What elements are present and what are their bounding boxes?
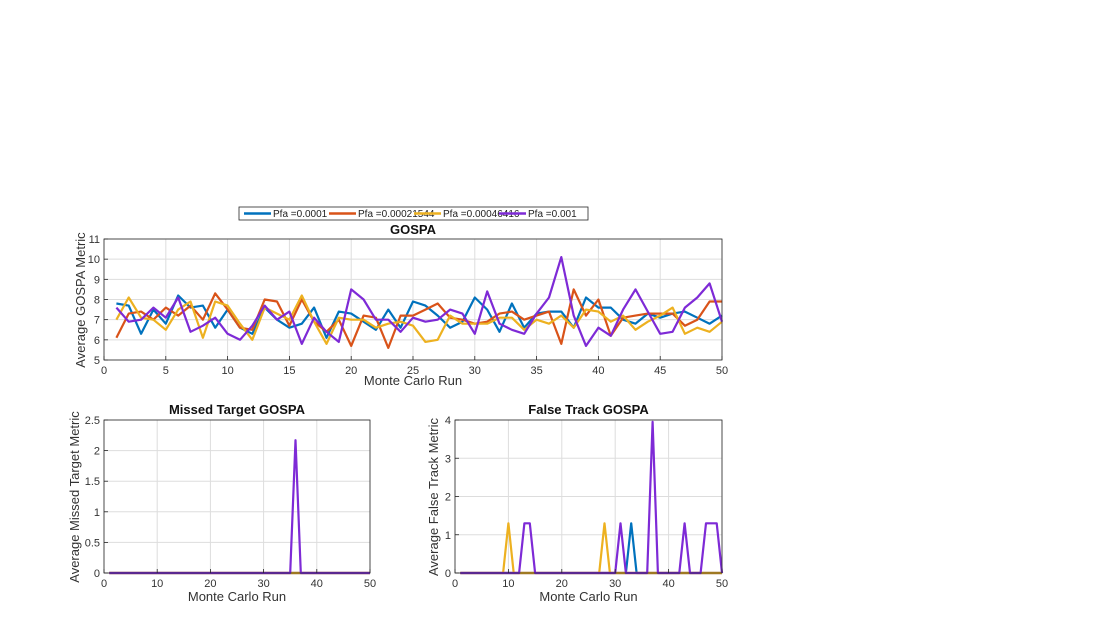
y-tick-label: 0 (94, 568, 100, 580)
chart-title: False Track GOSPA (528, 402, 649, 417)
legend: Pfa =0.0001 Pfa =0.00021544 Pfa =0.0004641… (238, 206, 589, 221)
x-tick-label: 10 (151, 578, 163, 590)
x-tick-label: 25 (407, 365, 419, 377)
x-axis-label: Monte Carlo Run (188, 589, 286, 604)
x-tick-label: 0 (101, 365, 107, 377)
x-tick-label: 50 (716, 365, 728, 377)
y-tick-label: 11 (89, 234, 100, 246)
series-line-2 (115, 288, 722, 349)
y-axis-label: Average GOSPA Metric (73, 232, 88, 368)
y-tick-label: 8 (94, 295, 100, 307)
legend-label: Pfa =0.00021544 (358, 209, 435, 220)
x-tick-label: 10 (502, 578, 514, 590)
legend-label: Pfa =0.001 (528, 209, 577, 220)
x-tick-label: 20 (556, 578, 568, 590)
chart-title: Missed Target GOSPA (169, 402, 306, 417)
y-tick-label: 0.5 (85, 537, 100, 549)
x-tick-label: 10 (221, 365, 233, 377)
chart-gospa: 0 5 10 15 20 25 30 35 40 45 50567891011GOSPAMonte … (73, 222, 728, 388)
y-tick-label: 7 (94, 315, 100, 327)
plot-area (104, 420, 370, 573)
y-axis-label: Average False Track Metric (426, 418, 441, 576)
x-axis-label: Monte Carlo Run (364, 373, 462, 388)
y-tick-label: 0 (445, 568, 451, 580)
y-tick-label: 5 (94, 355, 100, 367)
x-tick-label: 40 (662, 578, 674, 590)
x-tick-label: 0 (101, 578, 107, 590)
x-tick-label: 35 (530, 365, 542, 377)
legend-label: Pfa =0.00046416 (443, 209, 520, 220)
series-line-3 (115, 294, 723, 345)
x-tick-label: 40 (592, 365, 604, 377)
x-tick-label: 50 (364, 578, 376, 590)
y-tick-label: 9 (94, 274, 100, 286)
y-tick-label: 2 (445, 492, 451, 504)
x-tick-label: 15 (283, 365, 295, 377)
chart-false: 0 10 20 30 40 50 0 1 2 3 4 False Track GOSPA Monte C… (426, 402, 728, 604)
chart-missed: 0 10 20 30 40 50 0 0.5 1 1.5 2 2.5 Missed Target GOS… (67, 402, 376, 604)
y-tick-label: 1 (94, 507, 100, 519)
series-line-4 (115, 256, 724, 347)
y-tick-label: 2.5 (85, 415, 100, 427)
legend-label: Pfa =0.0001 (273, 209, 328, 220)
x-axis-label: Monte Carlo Run (539, 589, 637, 604)
x-tick-label: 20 (204, 578, 216, 590)
x-tick-label: 5 (163, 365, 169, 377)
y-tick-label: 6 (94, 335, 100, 347)
chart-title: GOSPA (390, 222, 437, 237)
x-tick-label: 30 (609, 578, 621, 590)
y-tick-label: 1.5 (85, 476, 100, 488)
x-tick-label: 45 (654, 365, 666, 377)
y-tick-label: 3 (445, 453, 451, 465)
x-tick-label: 40 (311, 578, 323, 590)
x-tick-label: 50 (716, 578, 728, 590)
y-tick-label: 2 (94, 446, 100, 458)
x-tick-label: 30 (257, 578, 269, 590)
legend-box (238, 206, 589, 221)
axes-frame (103, 419, 371, 574)
y-tick-label: 10 (88, 254, 100, 266)
y-tick-label: 1 (445, 530, 451, 542)
y-axis-label: Average Missed Target Metric (67, 411, 82, 583)
x-tick-label: 30 (469, 365, 481, 377)
y-tick-label: 4 (445, 415, 451, 427)
x-tick-label: 20 (345, 365, 357, 377)
series-line-4 (460, 420, 724, 575)
x-tick-label: 0 (452, 578, 458, 590)
